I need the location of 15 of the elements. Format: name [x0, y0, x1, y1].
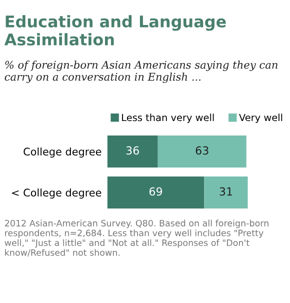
- y-tick-label: College degree: [24, 147, 102, 158]
- data-label: 63: [196, 146, 208, 155]
- bar: [204, 176, 248, 208]
- text: 2012 Asian-American Survey. Q80. Based on all foreign-born respondents, n=2,684. Less than very well includes "Pretty well," "Just a little" and "Not at all." Responses of "Don't know/Refused" not shown.: [4, 220, 268, 257]
- bar: [107, 135, 158, 168]
- chart-title: Education and Language Assimilation: [4, 15, 226, 46]
- bar: [158, 135, 246, 168]
- bar: [107, 176, 204, 208]
- data-label: 36: [126, 146, 139, 155]
- data-label: 31: [220, 187, 232, 196]
- data-label: 69: [149, 187, 162, 196]
- legend-label: Less than very well: [122, 114, 214, 124]
- chart-subtitle: % of foreign-born Asian Americans saying they can carry on a conversation in English ...: [4, 60, 278, 83]
- legend-label: Very well: [239, 114, 282, 124]
- y-tick-label: < College degree: [12, 188, 102, 199]
